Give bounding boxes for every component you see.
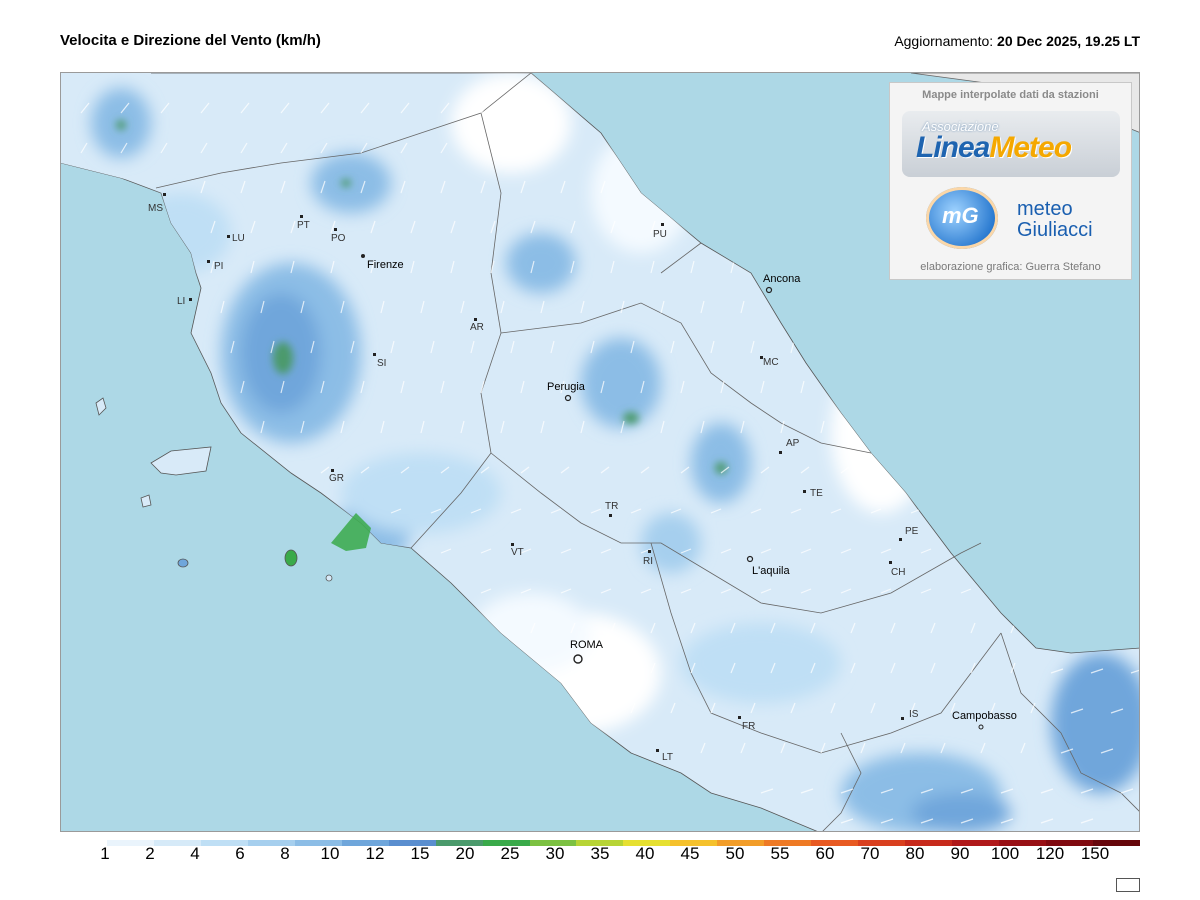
color-scale-label: 30 <box>545 844 565 863</box>
partner-name: meteo Giuliacci <box>1017 198 1093 241</box>
city-label-campobasso: Campobasso <box>952 710 1017 722</box>
city-label-po: PO <box>331 233 346 244</box>
color-scale-swatch <box>1092 840 1140 846</box>
city-label-gr: GR <box>329 473 344 484</box>
color-scale-swatch <box>106 840 154 846</box>
color-scale-swatch <box>529 840 577 846</box>
color-scale-swatch <box>294 840 342 846</box>
logo-panel: Mappe interpolate dati da stazioni Assoc… <box>889 82 1132 280</box>
wind-arrows <box>80 102 1139 824</box>
city-label-lt: LT <box>662 752 673 763</box>
color-scale-label: 25 <box>500 844 520 863</box>
color-scale-swatch <box>341 840 389 846</box>
land-mass <box>61 73 1139 831</box>
color-scale-swatch <box>60 840 107 846</box>
color-scale-label: 15 <box>410 844 430 863</box>
color-scale-bar <box>60 840 1140 846</box>
update-value: 20 Dec 2025, 19.25 LT <box>997 33 1140 49</box>
brand-name: LineaMeteo <box>916 131 1072 164</box>
city-label-ri: RI <box>643 556 653 567</box>
color-scale-label: 120 <box>1035 844 1065 863</box>
color-scale-label: 35 <box>590 844 610 863</box>
color-scale-label: 150 <box>1080 844 1110 863</box>
color-scale-swatch <box>1046 840 1093 846</box>
color-scale-label: 55 <box>770 844 790 863</box>
city-label-firenze: Firenze <box>367 259 404 271</box>
city-label-ms: MS <box>148 203 163 214</box>
city-label-fr: FR <box>742 721 756 732</box>
color-scale-swatch <box>999 840 1047 846</box>
city-label-is: IS <box>909 709 919 720</box>
argentario-peak <box>331 513 371 551</box>
color-scale-label: 40 <box>635 844 655 863</box>
color-scale-swatch <box>153 840 201 846</box>
color-scale-label: 60 <box>815 844 835 863</box>
color-scale-label: 70 <box>860 844 880 863</box>
color-scale-swatch <box>764 840 812 846</box>
color-scale-swatch <box>623 840 671 846</box>
color-scale-label: 4 <box>190 844 200 863</box>
city-label-ch: CH <box>891 567 906 578</box>
color-scale-swatch <box>717 840 765 846</box>
update-label: Aggiornamento: <box>894 33 994 49</box>
color-scale-label: 20 <box>455 844 475 863</box>
city-markers <box>163 193 984 752</box>
color-scale-label: 10 <box>320 844 340 863</box>
color-scale-label: 1 <box>100 844 110 863</box>
color-scale-label: 100 <box>990 844 1020 863</box>
color-scale-label: 45 <box>680 844 700 863</box>
city-label-pt: PT <box>297 220 310 231</box>
city-label-tr: TR <box>605 501 619 512</box>
city-label-te: TE <box>810 488 823 499</box>
color-scale-swatch <box>811 840 859 846</box>
color-scale-swatch <box>482 840 530 846</box>
city-label-ap: AP <box>786 438 800 449</box>
color-scale-swatch <box>388 840 436 846</box>
city-label-li: LI <box>177 296 186 307</box>
city-label-laquila: L'aquila <box>752 565 790 577</box>
wind-map[interactable]: MS LU PT PO PI LI Firenze SI AR PU Ancon… <box>60 72 1140 832</box>
color-scale-label: 8 <box>280 844 290 863</box>
logo-heading: Mappe interpolate dati da stazioni <box>922 89 1099 101</box>
color-scale-label: 2 <box>145 844 155 863</box>
region-borders <box>155 73 1139 831</box>
city-label-vt: VT <box>511 547 524 558</box>
corner-box <box>1116 878 1140 892</box>
color-scale-swatch <box>905 840 953 846</box>
city-label-ar: AR <box>470 322 484 333</box>
color-scale-swatch <box>670 840 718 846</box>
color-scale-label: 12 <box>365 844 385 863</box>
city-label-roma: ROMA <box>570 639 603 651</box>
city-label-perugia: Perugia <box>547 381 585 393</box>
color-scale-swatch <box>247 840 295 846</box>
update-timestamp: Aggiornamento: 20 Dec 2025, 19.25 LT <box>894 33 1140 49</box>
color-scale-label: 50 <box>725 844 745 863</box>
color-scale-label: 6 <box>235 844 245 863</box>
city-label-pe: PE <box>905 526 919 537</box>
islands <box>95 397 333 582</box>
color-scale-swatch <box>435 840 483 846</box>
credit-text: elaborazione grafica: Guerra Stefano <box>920 261 1101 273</box>
color-scale-swatch <box>952 840 1000 846</box>
city-label-ancona: Ancona <box>763 273 801 285</box>
color-scale-labels: 1 2 4 6 8 10 12 15 20 25 30 35 40 45 50 55 60 70 80 90 100 12… <box>60 844 1140 866</box>
city-label-si: SI <box>377 358 387 369</box>
city-label-mc: MC <box>763 357 779 368</box>
color-scale-swatch <box>576 840 624 846</box>
color-scale-swatch <box>858 840 906 846</box>
color-scale-label: 80 <box>905 844 925 863</box>
lineameteo-logo: Associazione LineaMeteo <box>902 111 1120 177</box>
association-label: Associazione <box>922 119 999 134</box>
map-title: Velocita e Direzione del Vento (km/h) <box>60 32 321 49</box>
city-label-lu: LU <box>232 233 245 244</box>
color-scale-swatch <box>200 840 248 846</box>
city-label-pu: PU <box>653 229 667 240</box>
meteo-giuliacci-icon: mG <box>926 187 998 249</box>
color-scale-label: 90 <box>950 844 970 863</box>
city-label-pi: PI <box>214 261 224 272</box>
